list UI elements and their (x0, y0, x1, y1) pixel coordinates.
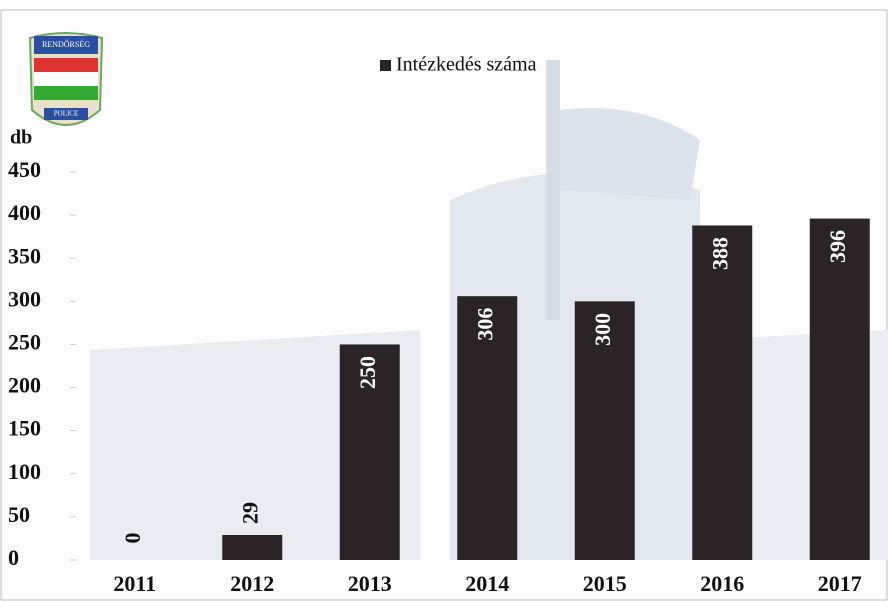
bar (339, 344, 400, 560)
bar (574, 301, 635, 560)
y-tick-label: 250 (8, 329, 41, 354)
value-label: 388 (707, 237, 732, 270)
y-tick-label: 300 (8, 286, 41, 311)
x-tick-label: 2011 (113, 571, 156, 596)
x-tick-label: 2016 (700, 571, 744, 596)
y-tick-label: 400 (8, 200, 41, 225)
bar (692, 225, 753, 561)
value-label: 0 (120, 533, 145, 544)
value-label: 306 (472, 308, 497, 341)
legend-swatch (380, 60, 391, 71)
logo-top: RENDŐRSÉG (42, 39, 90, 49)
x-tick-label: 2012 (230, 571, 274, 596)
y-tick-label: 150 (8, 416, 41, 441)
y-tick-label: 50 (8, 502, 30, 527)
y-tick-label: 450 (8, 157, 41, 182)
bar (457, 296, 518, 560)
legend-label: Intézkedés száma (396, 54, 537, 76)
logo: RENDŐRSÉG POLICE (28, 32, 104, 126)
bar (222, 534, 283, 560)
x-tick-label: 2015 (583, 571, 627, 596)
bar (809, 218, 870, 560)
value-label: 300 (590, 313, 615, 346)
x-tick-label: 2013 (348, 571, 392, 596)
value-label: 29 (237, 502, 262, 524)
logo-bottom: POLICE (54, 110, 79, 118)
y-tick-label: 100 (8, 459, 41, 484)
y-tick-label: 200 (8, 373, 41, 398)
value-label: 250 (355, 356, 380, 389)
x-tick-label: 2014 (465, 571, 509, 596)
y-tick-label: 0 (8, 545, 19, 570)
x-tick-label: 2017 (818, 571, 862, 596)
y-tick-label: 350 (8, 243, 41, 268)
y-axis-label: db (10, 127, 32, 149)
value-label: 396 (825, 230, 850, 263)
